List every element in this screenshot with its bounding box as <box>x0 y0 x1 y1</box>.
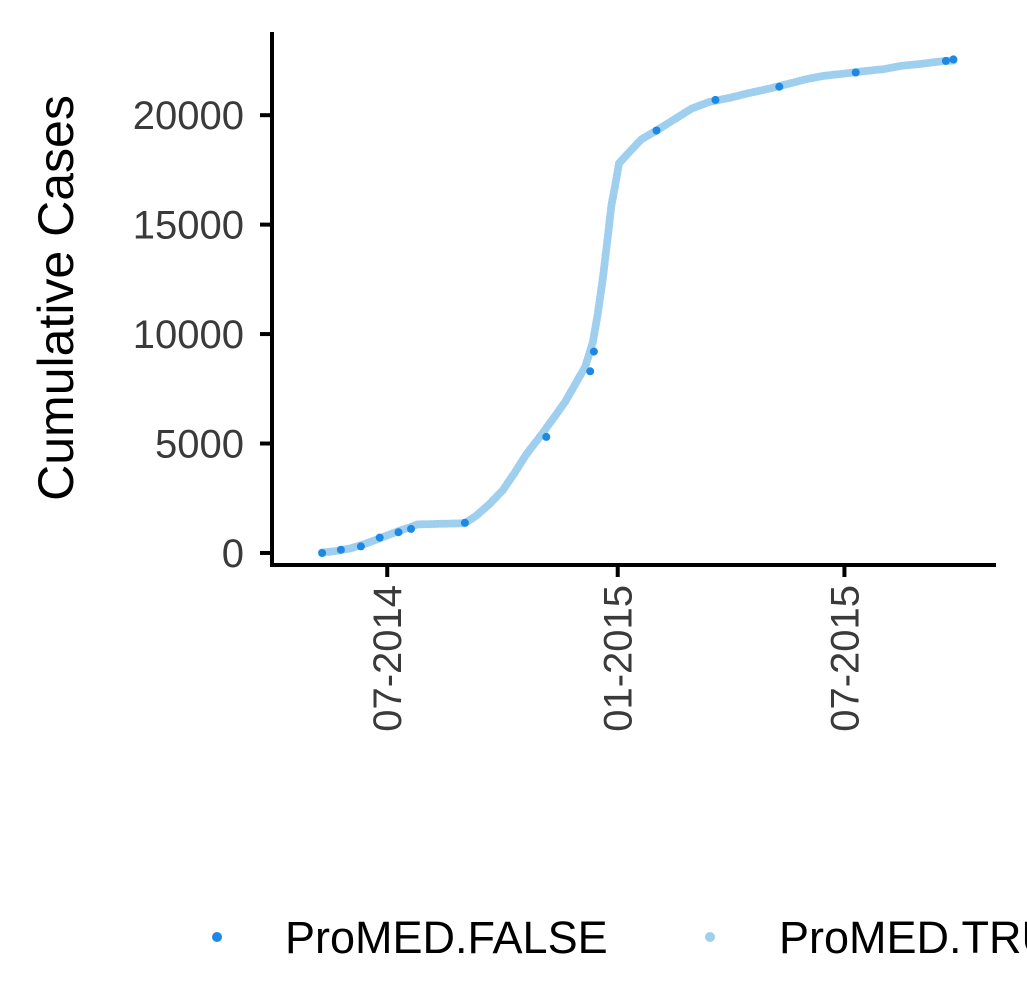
y-axis-ticks: 0 5000 10000 15000 20000 <box>133 94 272 576</box>
data-points <box>318 55 958 557</box>
data-point-promed-false <box>375 533 384 542</box>
data-point-promed-false <box>711 95 720 104</box>
y-tick-label: 20000 <box>133 94 244 138</box>
x-tick-label: 07-2014 <box>366 585 410 732</box>
data-point-promed-false <box>949 55 958 64</box>
data-point-promed-false <box>589 347 598 356</box>
data-point-promed-false <box>652 126 661 135</box>
data-point-promed-false <box>394 528 403 537</box>
y-tick-label: 15000 <box>133 204 244 248</box>
x-axis-ticks: 07-2014 01-2015 07-2015 <box>366 565 867 732</box>
y-tick-label: 10000 <box>133 313 244 357</box>
data-point-promed-false <box>336 545 345 554</box>
data-point-promed-false <box>775 82 784 91</box>
data-point-promed-false <box>460 518 469 527</box>
legend-key-false <box>212 932 222 942</box>
data-point-promed-false <box>851 68 860 77</box>
data-point-promed-false <box>941 56 950 65</box>
data-point-promed-false <box>586 367 595 376</box>
y-tick-label: 0 <box>222 532 244 576</box>
data-point-promed-false <box>356 542 365 551</box>
legend-key-true <box>705 932 715 942</box>
legend-label-true: ProMED.TRUE <box>779 912 1027 963</box>
data-point-promed-false <box>407 524 415 533</box>
data-point-promed-false <box>542 432 551 441</box>
y-tick-label: 5000 <box>155 423 244 467</box>
legend-label-false: ProMED.FALSE <box>285 912 608 963</box>
data-point-promed-false <box>318 549 327 557</box>
legend: ProMED.FALSE ProMED.TRUE <box>212 912 1027 963</box>
y-axis-title: Cumulative Cases <box>28 95 84 501</box>
x-tick-label: 01-2015 <box>597 585 641 732</box>
x-tick-label: 07-2015 <box>823 585 867 732</box>
